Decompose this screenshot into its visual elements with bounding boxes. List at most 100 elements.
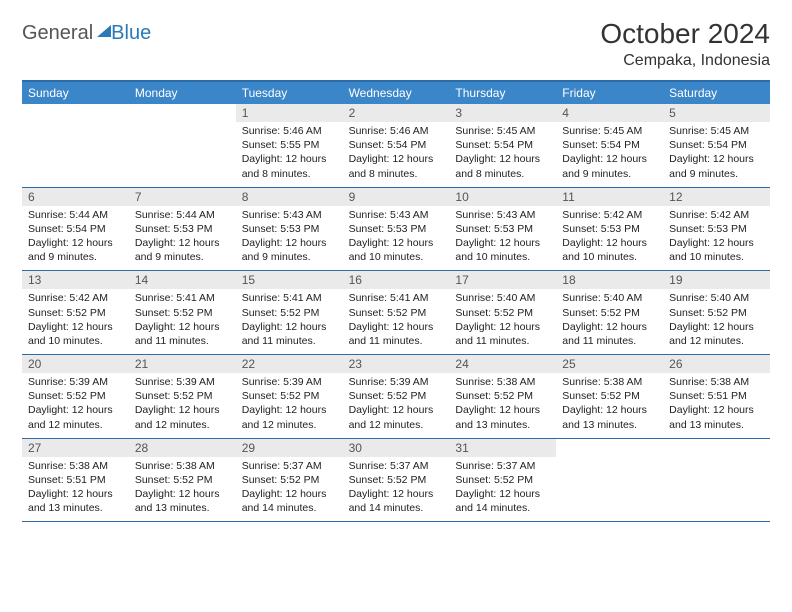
calendar-week: 13Sunrise: 5:42 AMSunset: 5:52 PMDayligh… bbox=[22, 271, 770, 355]
day-details: Sunrise: 5:41 AMSunset: 5:52 PMDaylight:… bbox=[129, 289, 236, 354]
sunrise-text: Sunrise: 5:37 AM bbox=[455, 459, 550, 473]
logo-text-blue: Blue bbox=[111, 22, 151, 45]
sunset-text: Sunset: 5:52 PM bbox=[28, 306, 123, 320]
sunrise-text: Sunrise: 5:44 AM bbox=[135, 208, 230, 222]
sunset-text: Sunset: 5:55 PM bbox=[242, 138, 337, 152]
day-number: 29 bbox=[236, 439, 343, 457]
day-number: 28 bbox=[129, 439, 236, 457]
day-details: Sunrise: 5:38 AMSunset: 5:52 PMDaylight:… bbox=[556, 373, 663, 438]
day-number: 15 bbox=[236, 271, 343, 289]
day-number: 31 bbox=[449, 439, 556, 457]
day-details: Sunrise: 5:45 AMSunset: 5:54 PMDaylight:… bbox=[449, 122, 556, 187]
sunset-text: Sunset: 5:53 PM bbox=[562, 222, 657, 236]
calendar-cell: 13Sunrise: 5:42 AMSunset: 5:52 PMDayligh… bbox=[22, 271, 129, 354]
daylight-text: Daylight: 12 hours and 14 minutes. bbox=[455, 487, 550, 515]
sunrise-text: Sunrise: 5:41 AM bbox=[242, 291, 337, 305]
day-details: Sunrise: 5:41 AMSunset: 5:52 PMDaylight:… bbox=[236, 289, 343, 354]
day-details: Sunrise: 5:37 AMSunset: 5:52 PMDaylight:… bbox=[236, 457, 343, 522]
calendar-cell: 7Sunrise: 5:44 AMSunset: 5:53 PMDaylight… bbox=[129, 188, 236, 271]
sunrise-text: Sunrise: 5:38 AM bbox=[669, 375, 764, 389]
sunrise-text: Sunrise: 5:45 AM bbox=[669, 124, 764, 138]
day-details: Sunrise: 5:46 AMSunset: 5:55 PMDaylight:… bbox=[236, 122, 343, 187]
day-number: 16 bbox=[343, 271, 450, 289]
day-details: Sunrise: 5:37 AMSunset: 5:52 PMDaylight:… bbox=[449, 457, 556, 522]
sunrise-text: Sunrise: 5:39 AM bbox=[28, 375, 123, 389]
daylight-text: Daylight: 12 hours and 10 minutes. bbox=[349, 236, 444, 264]
calendar-cell: 14Sunrise: 5:41 AMSunset: 5:52 PMDayligh… bbox=[129, 271, 236, 354]
calendar-cell: 17Sunrise: 5:40 AMSunset: 5:52 PMDayligh… bbox=[449, 271, 556, 354]
calendar-cell: 30Sunrise: 5:37 AMSunset: 5:52 PMDayligh… bbox=[343, 439, 450, 522]
calendar-day-headers: SundayMondayTuesdayWednesdayThursdayFrid… bbox=[22, 80, 770, 104]
calendar-week: 27Sunrise: 5:38 AMSunset: 5:51 PMDayligh… bbox=[22, 439, 770, 523]
day-details: Sunrise: 5:39 AMSunset: 5:52 PMDaylight:… bbox=[343, 373, 450, 438]
calendar-cell: 20Sunrise: 5:39 AMSunset: 5:52 PMDayligh… bbox=[22, 355, 129, 438]
daylight-text: Daylight: 12 hours and 11 minutes. bbox=[562, 320, 657, 348]
sunset-text: Sunset: 5:52 PM bbox=[135, 306, 230, 320]
calendar-cell: 27Sunrise: 5:38 AMSunset: 5:51 PMDayligh… bbox=[22, 439, 129, 522]
calendar-cell: 5Sunrise: 5:45 AMSunset: 5:54 PMDaylight… bbox=[663, 104, 770, 187]
day-number: 11 bbox=[556, 188, 663, 206]
calendar-cell: 23Sunrise: 5:39 AMSunset: 5:52 PMDayligh… bbox=[343, 355, 450, 438]
day-details: Sunrise: 5:40 AMSunset: 5:52 PMDaylight:… bbox=[556, 289, 663, 354]
calendar-cell bbox=[663, 439, 770, 522]
calendar-cell: 16Sunrise: 5:41 AMSunset: 5:52 PMDayligh… bbox=[343, 271, 450, 354]
daylight-text: Daylight: 12 hours and 9 minutes. bbox=[135, 236, 230, 264]
day-number: 25 bbox=[556, 355, 663, 373]
day-header: Tuesday bbox=[236, 82, 343, 104]
daylight-text: Daylight: 12 hours and 9 minutes. bbox=[242, 236, 337, 264]
logo-text-general: General bbox=[22, 22, 93, 45]
daylight-text: Daylight: 12 hours and 11 minutes. bbox=[242, 320, 337, 348]
calendar-cell: 24Sunrise: 5:38 AMSunset: 5:52 PMDayligh… bbox=[449, 355, 556, 438]
daylight-text: Daylight: 12 hours and 12 minutes. bbox=[669, 320, 764, 348]
calendar-cell: 3Sunrise: 5:45 AMSunset: 5:54 PMDaylight… bbox=[449, 104, 556, 187]
day-number: 18 bbox=[556, 271, 663, 289]
calendar-cell: 4Sunrise: 5:45 AMSunset: 5:54 PMDaylight… bbox=[556, 104, 663, 187]
sunset-text: Sunset: 5:52 PM bbox=[562, 389, 657, 403]
calendar-cell: 6Sunrise: 5:44 AMSunset: 5:54 PMDaylight… bbox=[22, 188, 129, 271]
sunrise-text: Sunrise: 5:41 AM bbox=[135, 291, 230, 305]
day-details: Sunrise: 5:39 AMSunset: 5:52 PMDaylight:… bbox=[22, 373, 129, 438]
sunrise-text: Sunrise: 5:37 AM bbox=[349, 459, 444, 473]
daylight-text: Daylight: 12 hours and 13 minutes. bbox=[28, 487, 123, 515]
day-header: Friday bbox=[556, 82, 663, 104]
calendar-cell: 21Sunrise: 5:39 AMSunset: 5:52 PMDayligh… bbox=[129, 355, 236, 438]
sunset-text: Sunset: 5:54 PM bbox=[455, 138, 550, 152]
day-details: Sunrise: 5:38 AMSunset: 5:52 PMDaylight:… bbox=[129, 457, 236, 522]
sunset-text: Sunset: 5:52 PM bbox=[669, 306, 764, 320]
day-number: 19 bbox=[663, 271, 770, 289]
sunrise-text: Sunrise: 5:39 AM bbox=[135, 375, 230, 389]
day-number: 22 bbox=[236, 355, 343, 373]
daylight-text: Daylight: 12 hours and 10 minutes. bbox=[669, 236, 764, 264]
calendar-cell: 25Sunrise: 5:38 AMSunset: 5:52 PMDayligh… bbox=[556, 355, 663, 438]
calendar-cell bbox=[22, 104, 129, 187]
day-details bbox=[663, 457, 770, 517]
daylight-text: Daylight: 12 hours and 11 minutes. bbox=[349, 320, 444, 348]
day-number: 13 bbox=[22, 271, 129, 289]
day-details: Sunrise: 5:40 AMSunset: 5:52 PMDaylight:… bbox=[663, 289, 770, 354]
daylight-text: Daylight: 12 hours and 9 minutes. bbox=[28, 236, 123, 264]
sunset-text: Sunset: 5:52 PM bbox=[242, 389, 337, 403]
calendar-page: General Blue October 2024 Cempaka, Indon… bbox=[0, 0, 792, 532]
sunset-text: Sunset: 5:52 PM bbox=[349, 306, 444, 320]
daylight-text: Daylight: 12 hours and 12 minutes. bbox=[242, 403, 337, 431]
daylight-text: Daylight: 12 hours and 8 minutes. bbox=[455, 152, 550, 180]
sunrise-text: Sunrise: 5:42 AM bbox=[669, 208, 764, 222]
calendar-cell: 12Sunrise: 5:42 AMSunset: 5:53 PMDayligh… bbox=[663, 188, 770, 271]
daylight-text: Daylight: 12 hours and 13 minutes. bbox=[455, 403, 550, 431]
sunrise-text: Sunrise: 5:39 AM bbox=[242, 375, 337, 389]
calendar-cell: 8Sunrise: 5:43 AMSunset: 5:53 PMDaylight… bbox=[236, 188, 343, 271]
day-details: Sunrise: 5:37 AMSunset: 5:52 PMDaylight:… bbox=[343, 457, 450, 522]
day-details bbox=[556, 457, 663, 517]
calendar-cell: 1Sunrise: 5:46 AMSunset: 5:55 PMDaylight… bbox=[236, 104, 343, 187]
day-number: 23 bbox=[343, 355, 450, 373]
day-number bbox=[663, 439, 770, 457]
day-header: Sunday bbox=[22, 82, 129, 104]
daylight-text: Daylight: 12 hours and 8 minutes. bbox=[242, 152, 337, 180]
sunset-text: Sunset: 5:52 PM bbox=[242, 306, 337, 320]
day-details: Sunrise: 5:39 AMSunset: 5:52 PMDaylight:… bbox=[129, 373, 236, 438]
sunset-text: Sunset: 5:52 PM bbox=[242, 473, 337, 487]
sunset-text: Sunset: 5:52 PM bbox=[349, 389, 444, 403]
sunset-text: Sunset: 5:54 PM bbox=[562, 138, 657, 152]
calendar-body: 1Sunrise: 5:46 AMSunset: 5:55 PMDaylight… bbox=[22, 104, 770, 522]
day-number: 14 bbox=[129, 271, 236, 289]
